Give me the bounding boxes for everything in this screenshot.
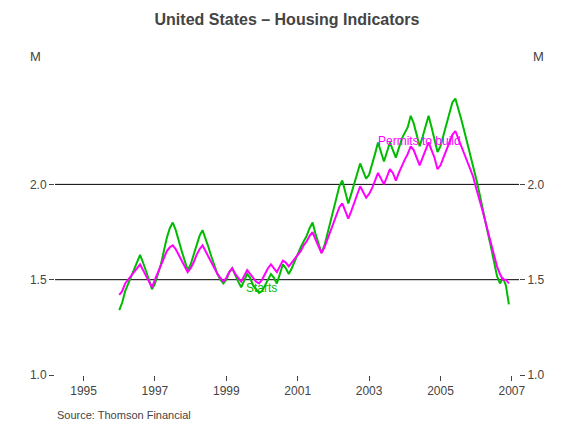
svg-text:M: M — [30, 49, 41, 64]
svg-text:2003: 2003 — [356, 384, 383, 398]
svg-text:1.0: 1.0 — [527, 368, 544, 382]
svg-text:M: M — [533, 49, 544, 64]
svg-text:2.0: 2.0 — [527, 178, 544, 192]
svg-text:2005: 2005 — [427, 384, 454, 398]
svg-text:1997: 1997 — [142, 384, 169, 398]
svg-text:1995: 1995 — [70, 384, 97, 398]
svg-text:1999: 1999 — [213, 384, 240, 398]
svg-text:2007: 2007 — [499, 384, 526, 398]
svg-text:1.5: 1.5 — [527, 273, 544, 287]
svg-text:1.0: 1.0 — [30, 368, 47, 382]
svg-text:2.0: 2.0 — [30, 178, 47, 192]
svg-text:Starts: Starts — [246, 281, 277, 295]
svg-text:1.5: 1.5 — [30, 273, 47, 287]
svg-text:2001: 2001 — [284, 384, 311, 398]
svg-text:Permits to build: Permits to build — [378, 134, 461, 148]
svg-text:Source: Thomson Financial: Source: Thomson Financial — [57, 409, 191, 421]
svg-text:United States – Housing Indica: United States – Housing Indicators — [155, 11, 420, 28]
